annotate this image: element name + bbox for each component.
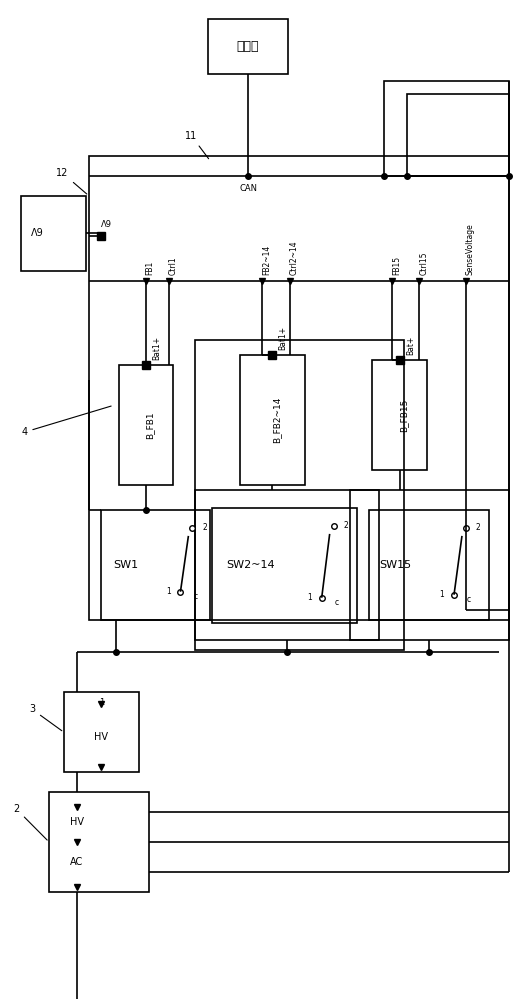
- Text: c: c: [467, 595, 471, 604]
- Text: 1: 1: [439, 590, 444, 599]
- Bar: [385, 81, 509, 176]
- Text: Ctrl15: Ctrl15: [419, 251, 428, 275]
- Text: 2: 2: [202, 523, 207, 532]
- Bar: [119, 365, 173, 485]
- Text: Bat1+: Bat1+: [278, 326, 287, 350]
- Bar: [101, 510, 210, 620]
- Text: 1: 1: [307, 593, 312, 602]
- Text: SW1: SW1: [113, 560, 138, 570]
- Text: FB15: FB15: [392, 256, 401, 275]
- Bar: [89, 156, 509, 620]
- Bar: [209, 19, 288, 74]
- Text: 3: 3: [29, 704, 62, 731]
- Bar: [64, 692, 139, 772]
- Text: 4: 4: [21, 406, 111, 437]
- Text: B_FB1: B_FB1: [146, 411, 155, 439]
- Text: AC: AC: [70, 857, 84, 867]
- Text: FB2~14: FB2~14: [262, 244, 271, 275]
- Bar: [195, 340, 404, 650]
- Text: 11: 11: [186, 131, 209, 159]
- Text: Bat+: Bat+: [406, 336, 415, 355]
- Text: B_FB2~14: B_FB2~14: [272, 397, 281, 443]
- Text: CAN: CAN: [239, 184, 257, 193]
- Bar: [212, 508, 356, 623]
- Text: Λ9: Λ9: [31, 228, 44, 238]
- Bar: [369, 510, 489, 620]
- Bar: [195, 490, 379, 640]
- Text: Bat1+: Bat1+: [152, 336, 161, 360]
- Text: 1: 1: [166, 587, 170, 596]
- Bar: [49, 792, 148, 892]
- Text: Λ9: Λ9: [101, 220, 112, 229]
- Text: SenseVoltage: SenseVoltage: [466, 223, 475, 275]
- Text: Ctrl2~14: Ctrl2~14: [290, 240, 299, 275]
- Text: 2: 2: [13, 804, 47, 840]
- Text: HV: HV: [70, 817, 84, 827]
- Text: Ctrl1: Ctrl1: [169, 256, 178, 275]
- Text: SW2~14: SW2~14: [226, 560, 275, 570]
- Bar: [408, 94, 509, 176]
- Text: c: c: [193, 592, 197, 601]
- Text: 1: 1: [99, 698, 104, 707]
- Text: 上位机: 上位机: [237, 40, 259, 53]
- Bar: [372, 360, 427, 470]
- Text: 2: 2: [476, 523, 480, 532]
- Text: FB1: FB1: [146, 260, 155, 275]
- Text: c: c: [335, 598, 339, 607]
- Text: 12: 12: [56, 168, 87, 194]
- Text: B_FB15: B_FB15: [400, 399, 408, 432]
- Text: SW15: SW15: [379, 560, 412, 570]
- Text: 2: 2: [344, 521, 348, 530]
- Bar: [21, 196, 86, 271]
- Bar: [350, 490, 509, 640]
- Text: HV: HV: [94, 732, 109, 742]
- Bar: [240, 355, 305, 485]
